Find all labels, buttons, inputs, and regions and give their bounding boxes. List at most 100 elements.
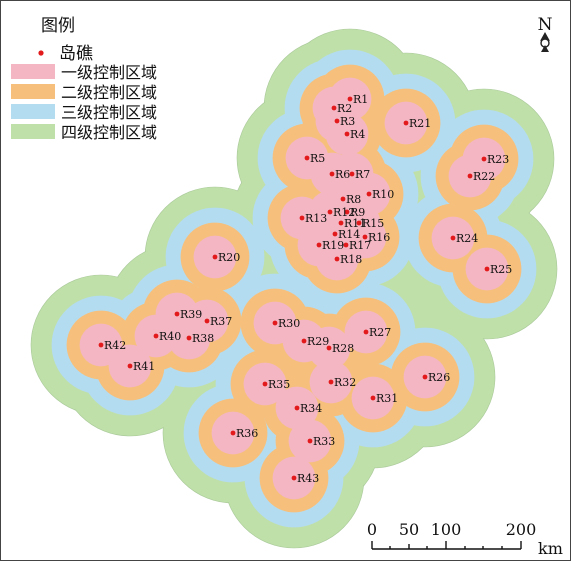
island-r23: R23 [481, 153, 509, 166]
island-marker [272, 320, 278, 326]
island-label: R9 [350, 206, 365, 219]
island-label: R17 [349, 239, 371, 252]
island-label: R30 [278, 317, 300, 330]
island-r31: R31 [370, 392, 398, 405]
island-marker [484, 266, 490, 272]
island-label: R20 [218, 251, 240, 264]
island-label: R1 [353, 93, 368, 106]
island-label: R12 [333, 206, 355, 219]
island-marker [363, 329, 369, 335]
legend-swatch-level2 [11, 84, 55, 99]
island-marker [212, 254, 218, 260]
island-marker [450, 235, 456, 241]
island-marker [316, 242, 322, 248]
island-r34: R34 [294, 402, 322, 415]
island-marker [344, 131, 350, 137]
scale-line [371, 541, 522, 550]
island-r43: R43 [291, 472, 319, 485]
legend-label-level1: 一级控制区域 [61, 63, 157, 82]
island-r1: R1 [347, 93, 368, 106]
island-r9: R9 [344, 206, 365, 219]
island-r3: R3 [334, 115, 355, 128]
island-marker [349, 171, 355, 177]
island-label: R29 [307, 335, 329, 348]
legend: 图例 岛礁 一级控制区域 二级控制区域 三级控制区域 四级控制区域 [11, 16, 157, 142]
island-label: R40 [159, 330, 181, 343]
island-r7: R7 [349, 168, 370, 181]
island-marker [327, 209, 333, 215]
island-r37: R37 [204, 315, 232, 328]
island-label: R13 [305, 212, 327, 225]
island-label: R33 [313, 435, 335, 448]
island-r28: R28 [326, 342, 354, 355]
island-label: R24 [456, 232, 478, 245]
legend-swatch-level1 [11, 64, 55, 79]
legend-label-level3: 三级控制区域 [61, 103, 157, 122]
island-marker [331, 105, 337, 111]
island-r17: R17 [343, 239, 371, 252]
island-label: R18 [340, 253, 362, 266]
island-r25: R25 [484, 263, 512, 276]
island-r27: R27 [363, 326, 391, 339]
north-arrow: N [538, 15, 553, 52]
island-marker [328, 379, 334, 385]
island-marker [299, 215, 305, 221]
island-label: R3 [340, 115, 355, 128]
island-label: R43 [297, 472, 319, 485]
island-label: R28 [332, 342, 354, 355]
island-r20: R20 [212, 251, 240, 264]
island-label: R27 [369, 326, 391, 339]
island-label: R21 [409, 117, 431, 130]
island-label: R5 [310, 152, 325, 165]
island-r35: R35 [262, 378, 290, 391]
island-marker [262, 381, 268, 387]
legend-label-level2: 二级控制区域 [61, 83, 157, 102]
island-r36: R36 [230, 427, 258, 440]
island-label: R38 [192, 332, 214, 345]
island-marker [291, 475, 297, 481]
scale-unit: km [538, 539, 563, 558]
island-r15: R15 [356, 217, 384, 230]
island-marker [334, 118, 340, 124]
island-label: R42 [104, 339, 126, 352]
island-marker [366, 191, 372, 197]
island-r16: R16 [362, 231, 390, 244]
island-marker [481, 156, 487, 162]
island-marker [304, 155, 310, 161]
island-r22: R22 [467, 170, 495, 183]
legend-label-level4: 四级控制区域 [61, 123, 157, 142]
island-r6: R6 [329, 168, 350, 181]
island-marker [334, 256, 340, 262]
island-marker [307, 438, 313, 444]
island-r40: R40 [153, 330, 181, 343]
island-r8: R8 [340, 193, 361, 206]
island-marker [422, 374, 428, 380]
island-label: R10 [372, 188, 394, 201]
island-r26: R26 [422, 371, 450, 384]
island-label: R6 [335, 168, 350, 181]
island-label: R34 [300, 402, 322, 415]
island-label: R4 [350, 128, 365, 141]
island-marker [370, 395, 376, 401]
island-label: R2 [337, 102, 352, 115]
island-label: R15 [362, 217, 384, 230]
island-label: R35 [268, 378, 290, 391]
island-r19: R19 [316, 239, 344, 252]
scale-label-50: 50 [399, 520, 419, 539]
island-marker [338, 220, 344, 226]
island-r29: R29 [301, 335, 329, 348]
island-marker [362, 234, 368, 240]
island-r13: R13 [299, 212, 327, 225]
island-r42: R42 [98, 339, 126, 352]
island-label: R37 [210, 315, 232, 328]
island-label: R23 [487, 153, 509, 166]
scale-label-100: 100 [431, 520, 462, 539]
legend-title: 图例 [41, 16, 75, 36]
island-r33: R33 [307, 435, 335, 448]
island-r21: R21 [403, 117, 431, 130]
island-marker [332, 231, 338, 237]
island-label: R7 [355, 168, 370, 181]
island-marker [153, 333, 159, 339]
compass-icon [540, 32, 550, 52]
